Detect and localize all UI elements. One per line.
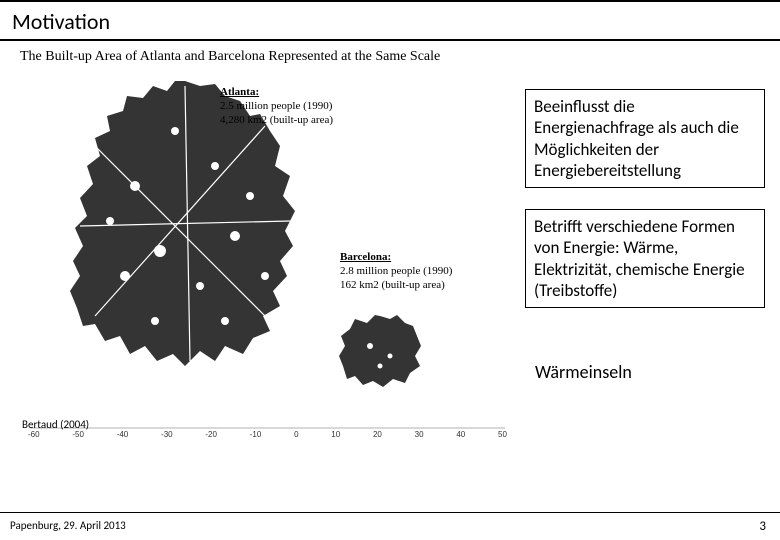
axis-tick: -20 <box>205 430 217 439</box>
atlanta-area: 4,280 km2 (built-up area) <box>220 114 333 126</box>
footer: Papenburg, 29. April 2013 3 <box>0 512 780 540</box>
axis-tick: 20 <box>373 430 382 439</box>
map-figure: Atlanta: 2.5 million people (1990) 4,280… <box>20 76 515 456</box>
axis-tick: 30 <box>415 430 424 439</box>
barcelona-area: 162 km2 (built-up area) <box>340 279 445 291</box>
textbox-energy-demand: Beeinflusst die Energienachfrage als auc… <box>525 89 765 188</box>
title-block: Motivation <box>0 2 780 39</box>
axis-tick: -60 <box>28 430 40 439</box>
barcelona-map <box>335 311 425 391</box>
barcelona-label: Barcelona: 2.8 million people (1990) 162… <box>340 251 452 292</box>
barcelona-name: Barcelona: <box>340 251 391 263</box>
axis-tick: 10 <box>331 430 340 439</box>
axis-tick: -10 <box>250 430 262 439</box>
x-axis: -60 -50 -40 -30 -20 -10 0 10 20 30 40 50 <box>20 424 515 444</box>
axis-tick: 50 <box>498 430 507 439</box>
textbox-heat-islands: Wärmeinseln <box>535 361 705 383</box>
axis-tick: 0 <box>294 430 298 439</box>
barcelona-pop: 2.8 million people (1990) <box>340 265 452 277</box>
atlanta-name: Atlanta: <box>220 86 259 98</box>
slide: Motivation The Built-up Area of Atlanta … <box>0 0 780 540</box>
page-number: 3 <box>759 519 766 534</box>
slide-title: Motivation <box>12 8 768 35</box>
axis-tick: -40 <box>117 430 129 439</box>
footer-date: Papenburg, 29. April 2013 <box>10 519 126 532</box>
citation: Bertaud (2004) <box>22 418 89 431</box>
textbox-energy-forms: Betrifft verschiedene Formen von Energie… <box>525 209 765 308</box>
axis-tick: 40 <box>456 430 465 439</box>
atlanta-pop: 2.5 million people (1990) <box>220 100 332 112</box>
axis-tick: -50 <box>72 430 84 439</box>
atlanta-label: Atlanta: 2.5 million people (1990) 4,280… <box>220 86 333 127</box>
content-area: The Built-up Area of Atlanta and Barcelo… <box>0 41 780 471</box>
axis-tick: -30 <box>161 430 173 439</box>
figure-caption: The Built-up Area of Atlanta and Barcelo… <box>0 41 780 65</box>
